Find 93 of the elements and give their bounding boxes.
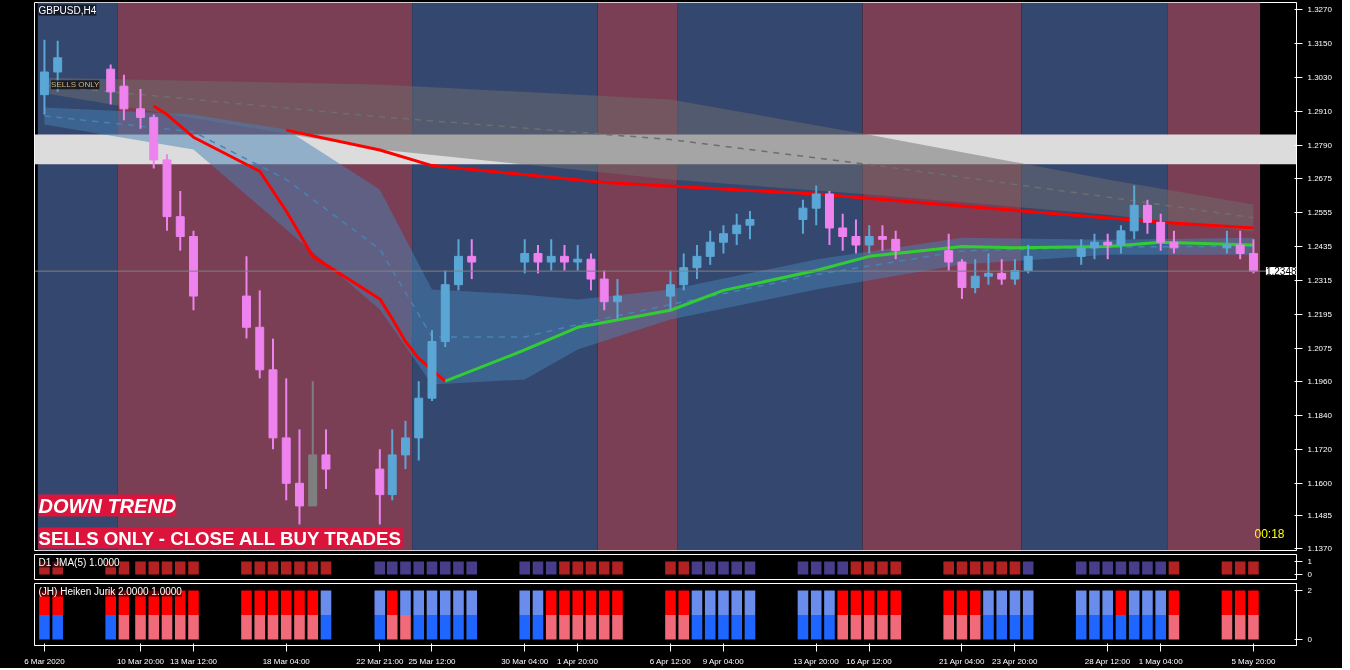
x-tick-label: 18 Mar 04:00 [262, 656, 311, 666]
x-tick-label: 1 May 04:00 [1138, 656, 1184, 666]
candlestick [983, 252, 993, 286]
annotation: DOWN TREND [38, 494, 177, 517]
annotation: SELLS ONLY [51, 80, 101, 90]
y-tick-label: 1.2910 [1307, 107, 1333, 117]
candlestick [1235, 229, 1245, 261]
candlestick [106, 63, 116, 106]
annotation: SELLS ONLY - CLOSE ALL BUY TRADES [38, 527, 401, 549]
candlestick [136, 88, 145, 130]
candlestick [295, 428, 304, 526]
x-tick-label: 6 Mar 2020 [24, 656, 66, 666]
candlestick [997, 258, 1007, 286]
candlestick [745, 209, 755, 241]
candlestick [467, 238, 477, 281]
y-tick-label: 1.1370 [1307, 544, 1333, 554]
x-tick-label: 13 Apr 20:00 [793, 656, 840, 666]
candlestick [1089, 232, 1099, 261]
x-tick-label: 28 Apr 12:00 [1084, 656, 1131, 666]
x-tick-label: 1 Apr 20:00 [557, 656, 599, 666]
candlestick [705, 229, 715, 266]
y-tick-label: 0 [1307, 570, 1313, 580]
x-tick-label: 9 Apr 04:00 [702, 656, 745, 666]
candlestick [798, 198, 808, 235]
y-tick-label: 2 [1307, 585, 1313, 595]
candlestick [1156, 212, 1166, 252]
candlestick [718, 224, 728, 255]
candlestick [1169, 229, 1179, 255]
y-tick-label: 1 [1307, 557, 1313, 567]
x-tick-label: 25 Mar 12:00 [408, 656, 457, 666]
candlestick [970, 258, 980, 295]
y-tick-label: 1.2075 [1307, 344, 1333, 354]
candlestick [665, 269, 675, 312]
y-tick-label: 1.3150 [1307, 39, 1333, 49]
candlestick [732, 212, 742, 247]
x-tick-label: 21 Apr 04:00 [939, 656, 985, 666]
candlestick [599, 269, 609, 312]
chart-title: D1 JMA(5) 1.0000 [38, 556, 121, 568]
candlestick [1023, 244, 1033, 275]
candlestick [321, 428, 331, 490]
candlestick [877, 224, 887, 252]
candlestick [401, 419, 410, 471]
ref-line-label: 1.2348 [1265, 266, 1297, 278]
candlestick [1142, 198, 1152, 235]
x-tick-label: 22 Mar 21:00 [356, 656, 404, 666]
y-tick-label: 1.3030 [1307, 73, 1333, 83]
candlestick [560, 244, 569, 272]
candlestick [838, 212, 848, 252]
candlestick [533, 244, 543, 275]
candlestick [175, 190, 185, 252]
candlestick [1103, 232, 1113, 261]
chart-title: (JH) Heiken Jurik 2.0000 1.0000 [38, 585, 183, 597]
candlestick [692, 244, 702, 281]
candlestick [1116, 224, 1126, 255]
y-tick-label: 0 [1307, 635, 1313, 645]
y-tick-label: 1.2435 [1307, 241, 1333, 251]
y-tick-label: 1.2195 [1307, 310, 1333, 320]
y-tick-label: 1.1840 [1307, 410, 1333, 420]
candlestick [864, 224, 874, 255]
x-tick-label: 6 Apr 12:00 [649, 656, 692, 666]
y-tick-label: 1.2675 [1307, 173, 1333, 183]
y-tick-label: 1.1960 [1307, 376, 1333, 386]
y-tick-label: 1.2555 [1307, 207, 1333, 217]
candlestick [573, 244, 583, 272]
line-series [43, 115, 1255, 338]
candlestick [1076, 238, 1086, 266]
y-tick-label: 1.1720 [1307, 444, 1333, 454]
candlestick [1248, 238, 1258, 275]
x-tick-label: 5 May 20:00 [1231, 656, 1276, 666]
candlestick [613, 278, 622, 320]
candlestick [586, 252, 596, 292]
x-tick-label: 30 Mar 04:00 [501, 656, 549, 666]
y-tick-label: 1.1600 [1307, 478, 1333, 488]
candlestick [119, 73, 129, 122]
y-tick-label: 1.2790 [1307, 141, 1333, 151]
candlestick [811, 184, 821, 227]
candlestick [891, 229, 901, 261]
x-tick-label: 16 Apr 12:00 [846, 656, 893, 666]
y-tick-label: 1.2315 [1307, 275, 1333, 285]
y-tick-label: 1.1485 [1307, 511, 1333, 521]
x-tick-label: 13 Mar 12:00 [169, 656, 218, 666]
y-tick-label: 1.3270 [1307, 5, 1333, 15]
chart-title: GBPUSD,H4 [38, 4, 97, 16]
candlestick [1222, 229, 1232, 255]
x-tick-label: 10 Mar 20:00 [116, 656, 165, 666]
candlestick [851, 218, 861, 255]
candlestick [520, 238, 530, 275]
candlestick [39, 38, 49, 116]
candlestick [546, 238, 556, 272]
candlestick [944, 232, 954, 272]
line-series [152, 104, 447, 383]
annotation: 00:18 [1254, 526, 1285, 541]
x-tick-label: 23 Apr 20:00 [992, 656, 1038, 666]
